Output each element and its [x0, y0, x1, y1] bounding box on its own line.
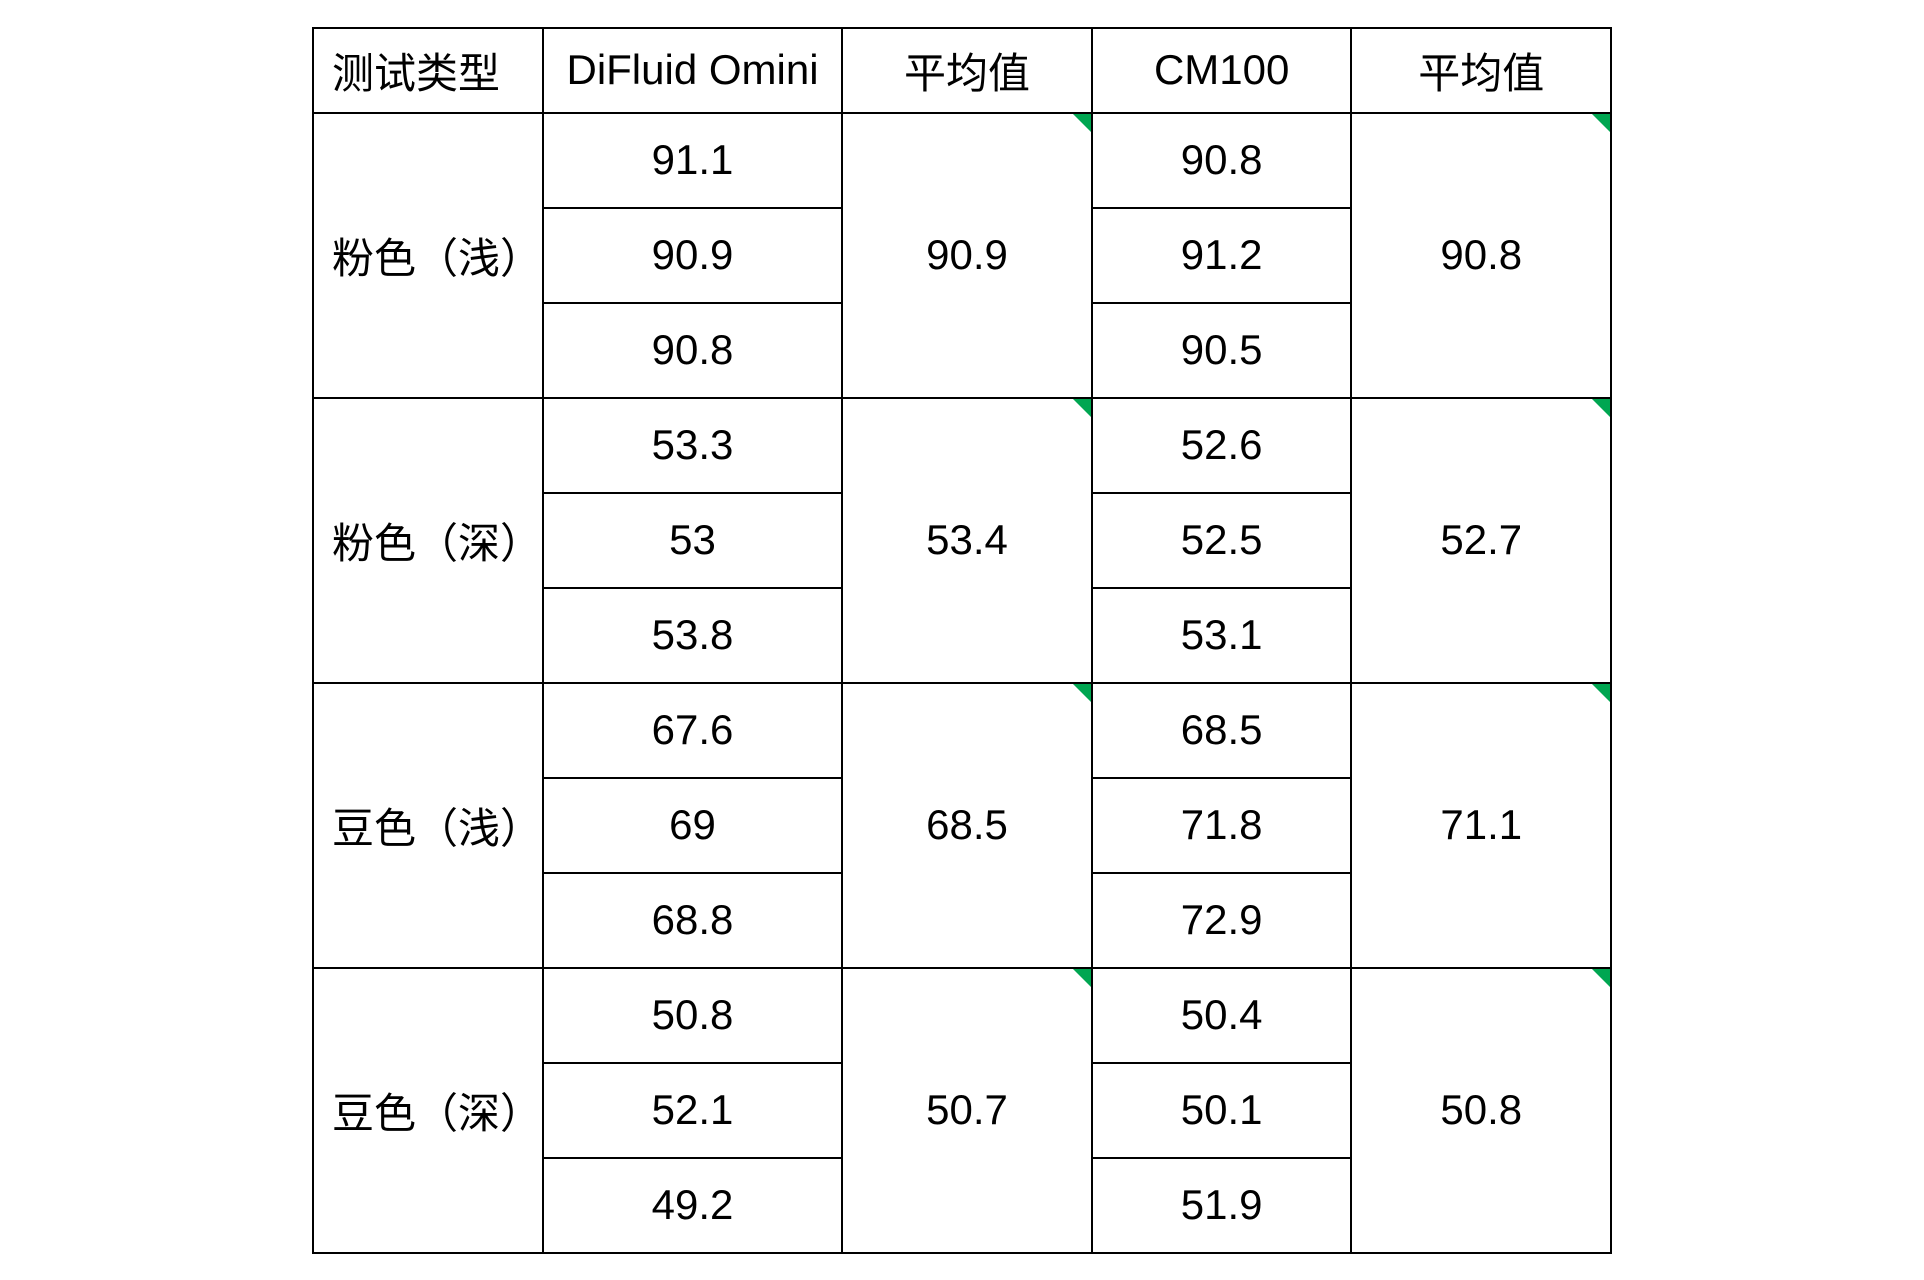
- cell-avg1: 90.9: [842, 113, 1092, 398]
- header-avg1: 平均值: [842, 28, 1092, 113]
- cell-avg2: 50.8: [1351, 968, 1611, 1253]
- cell-difluid-value: 52.1: [543, 1063, 843, 1158]
- cell-avg1: 50.7: [842, 968, 1092, 1253]
- table-row: 粉色（浅） 91.1 90.9 90.8 90.8: [313, 113, 1611, 208]
- cell-cm100-value: 91.2: [1092, 208, 1352, 303]
- cell-cm100-value: 90.8: [1092, 113, 1352, 208]
- cell-difluid-value: 90.8: [543, 303, 843, 398]
- header-avg2: 平均值: [1351, 28, 1611, 113]
- table-row: 粉色（深） 53.3 53.4 52.6 52.7: [313, 398, 1611, 493]
- table-row: 豆色（深） 50.8 50.7 50.4 50.8: [313, 968, 1611, 1063]
- cell-avg1: 68.5: [842, 683, 1092, 968]
- cell-type: 豆色（深）: [313, 968, 543, 1253]
- cell-difluid-value: 69: [543, 778, 843, 873]
- cell-difluid-value: 53: [543, 493, 843, 588]
- cell-avg1: 53.4: [842, 398, 1092, 683]
- cell-cm100-value: 90.5: [1092, 303, 1352, 398]
- cell-difluid-value: 53.8: [543, 588, 843, 683]
- cell-difluid-value: 68.8: [543, 873, 843, 968]
- header-cm100: CM100: [1092, 28, 1352, 113]
- cell-avg2: 52.7: [1351, 398, 1611, 683]
- cell-difluid-value: 90.9: [543, 208, 843, 303]
- cell-difluid-value: 50.8: [543, 968, 843, 1063]
- cell-avg2: 90.8: [1351, 113, 1611, 398]
- cell-cm100-value: 52.5: [1092, 493, 1352, 588]
- cell-difluid-value: 91.1: [543, 113, 843, 208]
- cell-avg2: 71.1: [1351, 683, 1611, 968]
- cell-cm100-value: 50.1: [1092, 1063, 1352, 1158]
- header-difluid: DiFluid Omini: [543, 28, 843, 113]
- table-header-row: 测试类型 DiFluid Omini 平均值 CM100 平均值: [313, 28, 1611, 113]
- cell-type: 粉色（深）: [313, 398, 543, 683]
- cell-cm100-value: 68.5: [1092, 683, 1352, 778]
- comparison-table-wrapper: 测试类型 DiFluid Omini 平均值 CM100 平均值 粉色（浅） 9…: [312, 27, 1612, 1254]
- cell-cm100-value: 50.4: [1092, 968, 1352, 1063]
- comparison-table: 测试类型 DiFluid Omini 平均值 CM100 平均值 粉色（浅） 9…: [312, 27, 1612, 1254]
- cell-cm100-value: 53.1: [1092, 588, 1352, 683]
- header-test-type: 测试类型: [313, 28, 543, 113]
- cell-cm100-value: 72.9: [1092, 873, 1352, 968]
- cell-type: 粉色（浅）: [313, 113, 543, 398]
- cell-difluid-value: 53.3: [543, 398, 843, 493]
- table-row: 豆色（浅） 67.6 68.5 68.5 71.1: [313, 683, 1611, 778]
- cell-cm100-value: 52.6: [1092, 398, 1352, 493]
- cell-difluid-value: 49.2: [543, 1158, 843, 1253]
- cell-cm100-value: 51.9: [1092, 1158, 1352, 1253]
- cell-cm100-value: 71.8: [1092, 778, 1352, 873]
- cell-difluid-value: 67.6: [543, 683, 843, 778]
- cell-type: 豆色（浅）: [313, 683, 543, 968]
